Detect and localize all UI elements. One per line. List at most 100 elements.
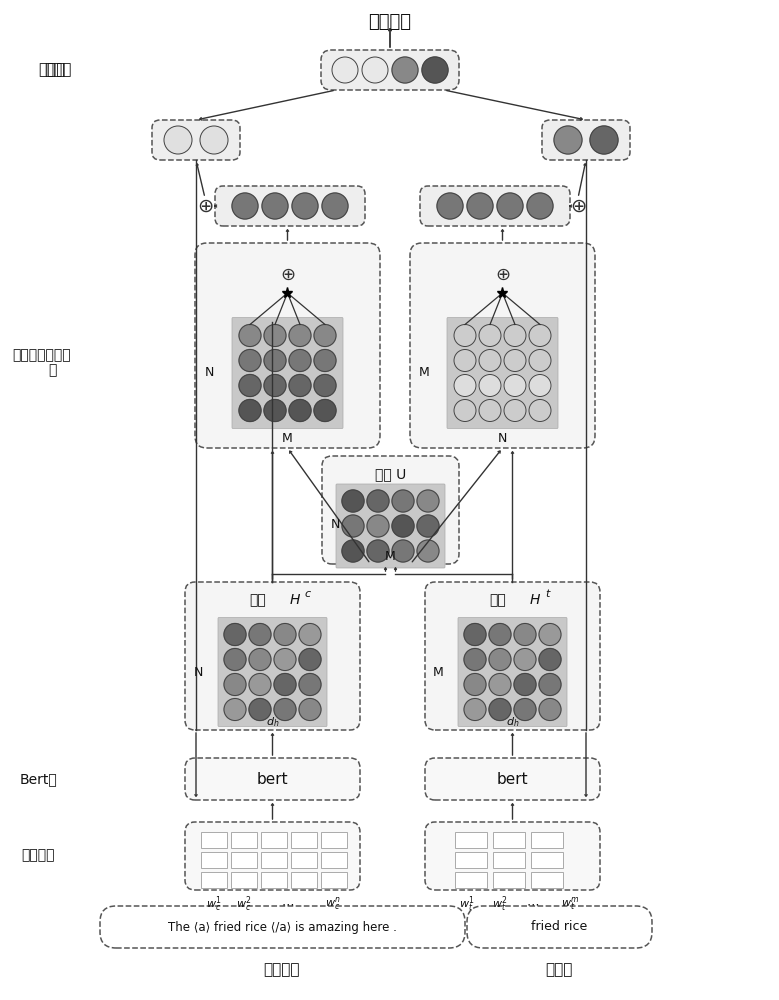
Circle shape [514,648,536,670]
Text: $\oplus$: $\oplus$ [495,266,510,284]
Circle shape [489,624,511,646]
Text: t: t [545,589,550,599]
FancyBboxPatch shape [425,822,600,890]
Circle shape [274,674,296,696]
FancyBboxPatch shape [185,758,360,800]
Text: 矩阵: 矩阵 [249,593,266,607]
Circle shape [504,374,526,396]
Text: $\cdots$: $\cdots$ [281,898,294,910]
Circle shape [274,698,296,720]
FancyBboxPatch shape [195,243,380,448]
Circle shape [504,350,526,371]
Circle shape [342,515,364,537]
Circle shape [479,350,501,371]
Circle shape [529,324,551,347]
Circle shape [239,324,261,347]
Text: fried rice: fried rice [531,920,587,934]
Circle shape [514,698,536,720]
Text: 矩阵 U: 矩阵 U [375,467,406,481]
Text: $\oplus$: $\oplus$ [569,196,587,216]
Text: $w_c^1$: $w_c^1$ [206,894,222,914]
Text: N: N [330,518,340,530]
Text: bert: bert [257,772,288,786]
Circle shape [264,350,286,371]
Text: 分类结果: 分类结果 [368,13,411,31]
Text: Bert层: Bert层 [19,772,57,786]
Text: $w_t^1$: $w_t^1$ [459,894,475,914]
Text: N: N [204,366,213,379]
FancyBboxPatch shape [321,50,459,90]
Text: $w_c^2$: $w_c^2$ [236,894,252,914]
Circle shape [289,324,311,347]
Circle shape [299,648,321,670]
Circle shape [464,674,486,696]
Bar [321,832,347,848]
Circle shape [164,126,192,154]
Circle shape [417,515,439,537]
Circle shape [332,57,358,83]
Circle shape [314,374,336,396]
Circle shape [422,57,448,83]
FancyBboxPatch shape [185,582,360,730]
FancyBboxPatch shape [218,617,327,726]
Text: bert: bert [497,772,528,786]
Circle shape [464,648,486,670]
Circle shape [417,490,439,512]
Circle shape [590,126,618,154]
Circle shape [479,399,501,422]
Bar [231,872,257,888]
FancyBboxPatch shape [467,906,652,948]
Circle shape [274,624,296,646]
Circle shape [539,698,561,720]
Text: N: N [498,432,507,444]
Bar [291,852,317,868]
Circle shape [264,324,286,347]
Circle shape [367,515,389,537]
Text: $w_c^n$: $w_c^n$ [325,896,341,912]
Circle shape [504,399,526,422]
Text: 多级注意力机制: 多级注意力机制 [12,348,72,362]
Bar [493,852,525,868]
Circle shape [489,648,511,670]
Text: M: M [282,432,293,444]
Circle shape [289,350,311,371]
Text: $\cdots$: $\cdots$ [527,898,540,910]
Text: $w_t^m$: $w_t^m$ [561,896,580,912]
Circle shape [454,399,476,422]
Text: M: M [385,550,396,562]
Text: 矩阵: 矩阵 [489,593,506,607]
Circle shape [314,350,336,371]
Circle shape [224,698,246,720]
Circle shape [249,698,271,720]
Circle shape [527,193,553,219]
Circle shape [289,399,311,422]
Circle shape [539,674,561,696]
Circle shape [489,674,511,696]
Circle shape [497,193,523,219]
Circle shape [274,648,296,670]
Bar [261,832,287,848]
Circle shape [224,624,246,646]
FancyBboxPatch shape [336,484,445,568]
Circle shape [262,193,288,219]
Circle shape [464,624,486,646]
FancyBboxPatch shape [458,617,567,726]
Bar [455,852,487,868]
Circle shape [529,374,551,396]
Bar [291,872,317,888]
Circle shape [249,624,271,646]
Circle shape [489,698,511,720]
Circle shape [392,490,414,512]
Circle shape [454,350,476,371]
Text: 层: 层 [48,363,56,377]
Circle shape [529,399,551,422]
Circle shape [239,374,261,396]
Circle shape [342,490,364,512]
Bar [493,872,525,888]
FancyBboxPatch shape [185,822,360,890]
Circle shape [467,193,493,219]
Circle shape [232,193,258,219]
Circle shape [322,193,348,219]
Circle shape [454,374,476,396]
Circle shape [464,698,486,720]
